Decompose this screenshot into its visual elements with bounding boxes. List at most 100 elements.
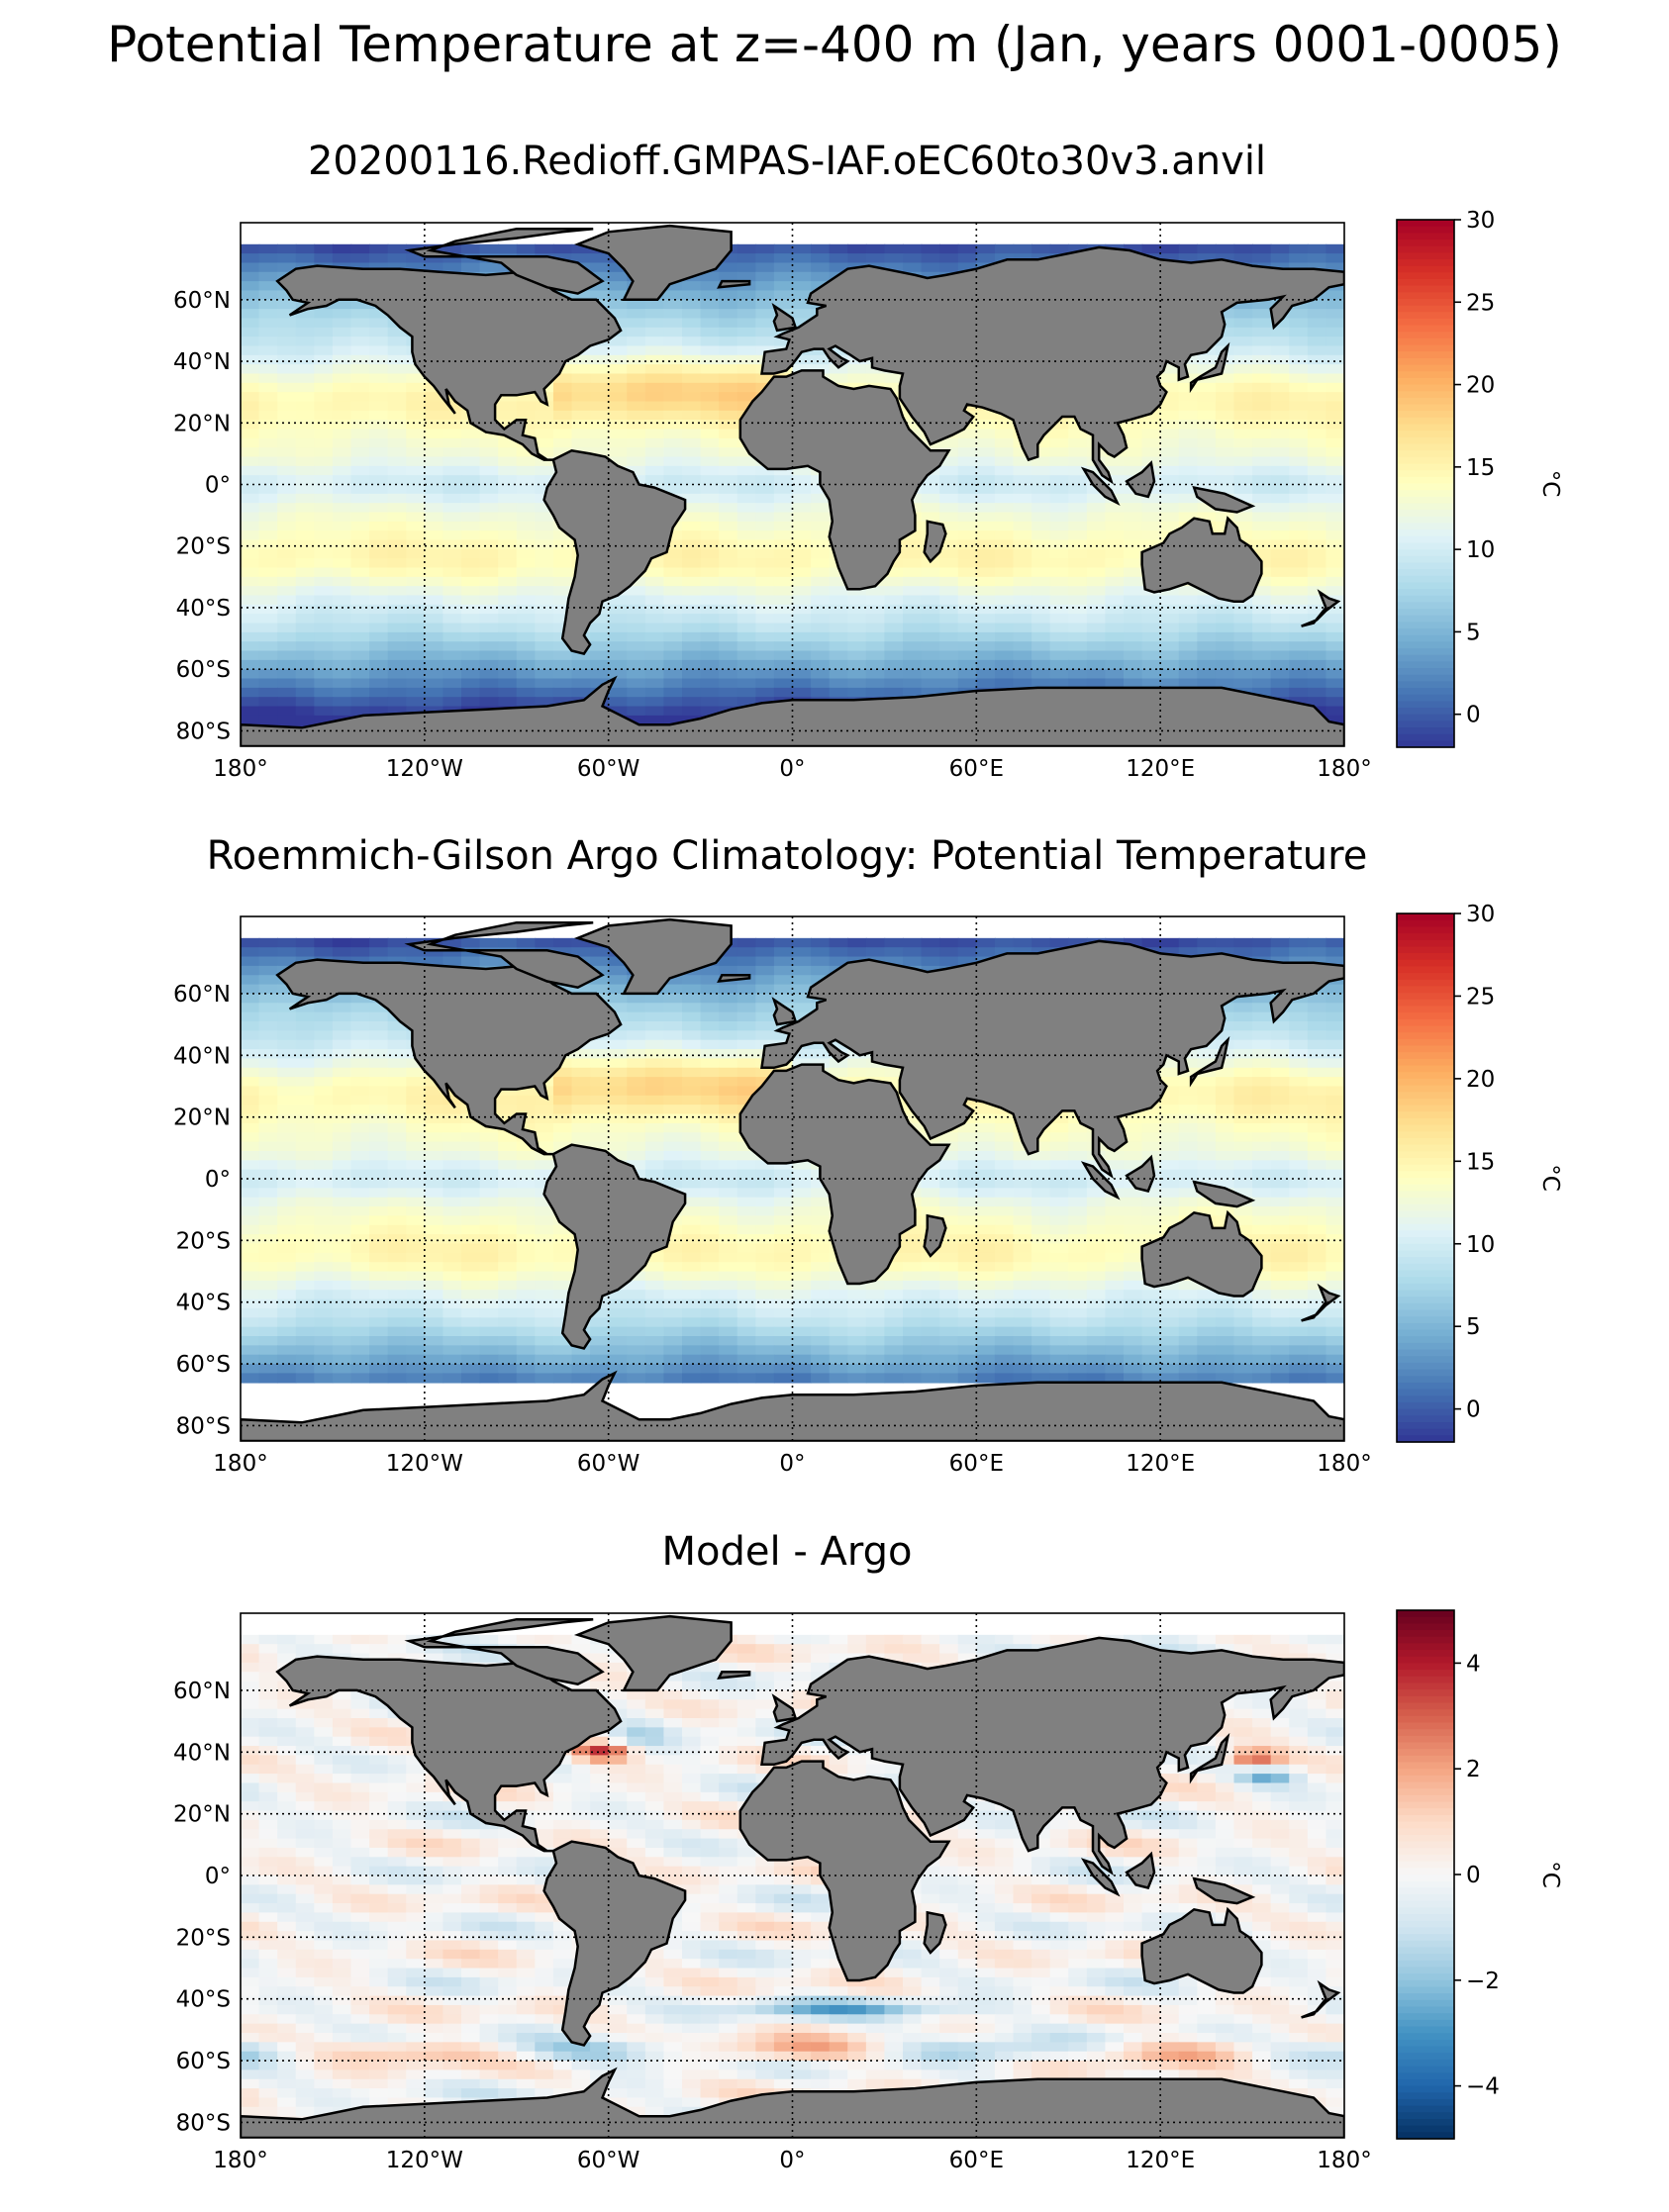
field-cell xyxy=(295,1049,316,1060)
field-cell xyxy=(957,1150,978,1162)
field-cell xyxy=(976,586,996,597)
field-cell xyxy=(350,1169,370,1180)
field-cell xyxy=(1233,1095,1253,1106)
field-cell xyxy=(332,1095,352,1106)
field-cell xyxy=(1307,382,1327,393)
field-cell xyxy=(663,1030,683,1041)
field-cell xyxy=(406,1058,426,1069)
field-cell xyxy=(1215,465,1235,476)
field-cell xyxy=(406,1160,426,1171)
field-cell xyxy=(608,641,629,652)
field-cell xyxy=(387,530,408,541)
field-cell xyxy=(241,659,260,671)
field-cell xyxy=(350,410,370,421)
field-cell xyxy=(811,614,831,625)
field-cell xyxy=(350,1058,370,1069)
field-cell xyxy=(829,659,849,671)
field-cell xyxy=(277,614,297,625)
field-cell xyxy=(350,548,370,559)
field-cell xyxy=(571,947,591,958)
field-cell xyxy=(406,650,426,661)
field-cell xyxy=(1031,659,1051,671)
field-cell xyxy=(277,1132,297,1143)
field-cell xyxy=(442,586,462,597)
field-cell xyxy=(1197,1122,1217,1134)
field-cell xyxy=(939,539,959,550)
field-cell xyxy=(1289,1141,1309,1152)
field-cell xyxy=(516,1150,537,1162)
field-cell xyxy=(1270,1160,1291,1171)
field-cell xyxy=(921,595,940,606)
field-cell xyxy=(516,604,537,615)
field-cell xyxy=(479,1141,499,1152)
field-cell xyxy=(608,281,629,292)
field-cell xyxy=(369,1179,389,1190)
field-cell xyxy=(663,614,683,625)
field-cell xyxy=(1252,447,1272,458)
field-cell xyxy=(1068,586,1088,597)
field-cell xyxy=(314,420,334,431)
field-cell xyxy=(314,530,334,541)
field-cell xyxy=(387,697,408,708)
field-cell xyxy=(663,429,683,439)
field-cell xyxy=(1068,1169,1088,1180)
field-cell xyxy=(1252,1150,1272,1162)
field-cell xyxy=(590,1113,610,1124)
field-cell xyxy=(1325,604,1344,615)
field-cell xyxy=(608,1058,629,1069)
field-cell xyxy=(736,373,757,384)
field-cell xyxy=(350,1030,370,1041)
field-cell xyxy=(590,641,610,652)
field-cell xyxy=(535,687,554,699)
colorbar-segment xyxy=(1397,694,1454,702)
field-cell xyxy=(608,631,629,642)
field-cell xyxy=(1289,558,1309,569)
field-cell xyxy=(295,631,316,642)
field-cell xyxy=(700,1067,720,1078)
field-cell xyxy=(277,678,297,689)
field-cell xyxy=(1013,503,1032,514)
field-cell xyxy=(277,1030,297,1041)
field-cell xyxy=(277,299,297,310)
field-cell xyxy=(314,1150,334,1162)
field-cell xyxy=(1252,993,1272,1005)
field-cell xyxy=(535,567,554,578)
field-cell xyxy=(976,1160,996,1171)
field-cell xyxy=(535,1113,554,1124)
field-cell xyxy=(516,410,537,421)
field-cell xyxy=(277,631,297,642)
field-cell xyxy=(976,623,996,633)
field-cell xyxy=(406,1169,426,1180)
colorbar-segment xyxy=(1397,727,1454,735)
field-cell xyxy=(552,1077,573,1088)
field-cell xyxy=(295,659,316,671)
field-cell xyxy=(552,1141,573,1152)
field-cell xyxy=(369,706,389,717)
field-cell xyxy=(682,1003,702,1013)
field-cell xyxy=(479,669,499,680)
field-cell xyxy=(1124,631,1143,642)
field-cell xyxy=(590,373,610,384)
field-cell xyxy=(241,1030,260,1041)
field-cell xyxy=(663,1179,683,1190)
field-cell xyxy=(682,1077,702,1088)
field-cell xyxy=(1215,1058,1235,1069)
field-cell xyxy=(1270,1067,1291,1078)
field-cell xyxy=(719,687,738,699)
field-cell xyxy=(258,984,278,995)
field-cell xyxy=(847,1067,867,1078)
field-cell xyxy=(535,1105,554,1115)
field-cell xyxy=(1160,1077,1180,1088)
field-cell xyxy=(406,447,426,458)
field-cell xyxy=(1068,503,1088,514)
field-cell xyxy=(498,521,518,531)
field-cell xyxy=(1013,1188,1032,1199)
field-cell xyxy=(516,548,537,559)
field-cell xyxy=(903,558,923,569)
field-cell xyxy=(571,984,591,995)
field-cell xyxy=(442,521,462,531)
field-cell xyxy=(1289,429,1309,439)
field-cell xyxy=(1252,354,1272,365)
map-frame xyxy=(240,222,1345,747)
field-cell xyxy=(1289,1030,1309,1041)
